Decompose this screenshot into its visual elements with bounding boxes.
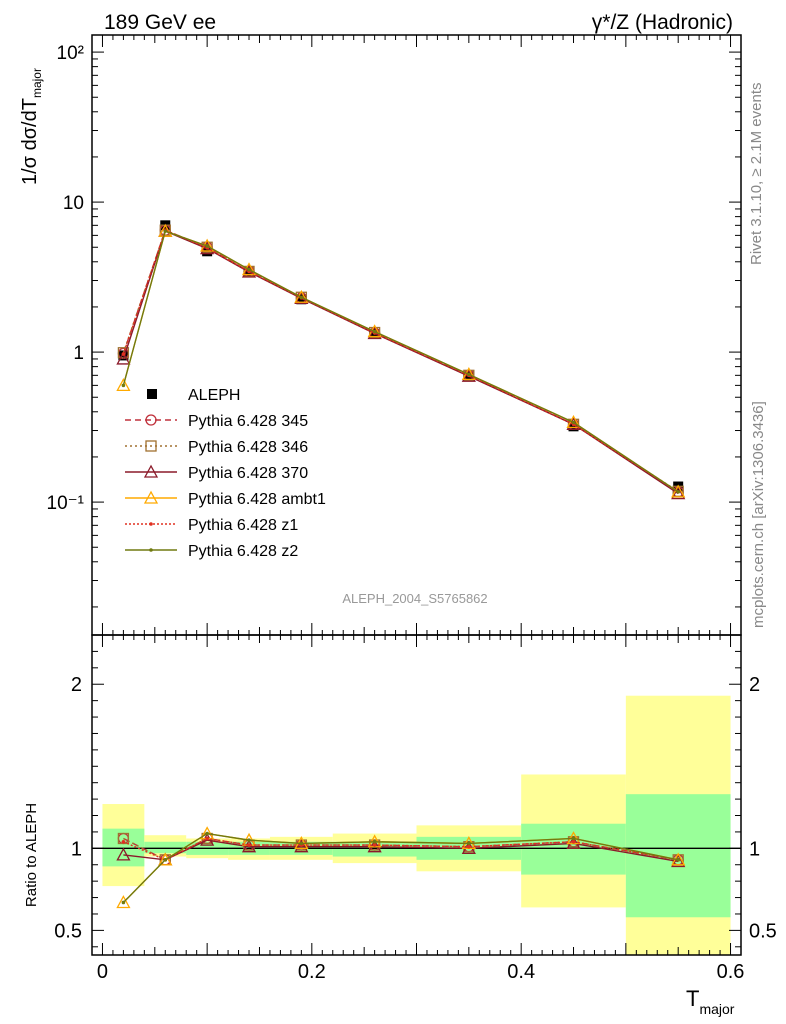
header-right-title: γ*/Z (Hadronic) [592,11,733,34]
ratio-y-tick-label-left: 0.5 [54,920,82,942]
ratio-series-marker [372,843,377,847]
legend-label: Pythia 6.428 345 [188,413,308,430]
main-plot-panel: 10⁻¹ 1 10 10² [47,34,742,636]
ratio-y-tick-label-right: 2 [749,674,760,696]
x-axis-label-sub: major [699,1001,734,1017]
ratio-series-marker [671,854,686,868]
top-series-marker [163,229,168,233]
ratio-series-marker [205,836,209,841]
legend-marker [143,464,159,478]
x-axis-label: Tmajor [686,986,735,1017]
top-y-tick-label: 1 [73,343,84,364]
ratio-series-marker [299,841,304,846]
ratio-series-marker [121,839,126,844]
ratio-series-marker [467,841,471,846]
x-tick-label: 0.4 [507,961,535,983]
top-series-marker [571,420,576,425]
ratio-series-marker [571,836,576,841]
top-series-marker [676,490,680,494]
watermark-label: ALEPH_2004_S5765862 [342,591,487,606]
ratio-series-marker [676,858,680,862]
ratio-band-inner [144,841,187,854]
ratio-series-marker [372,839,377,844]
top-ylabel-sub: major [30,68,44,98]
top-series-marker [671,486,686,500]
top-series-marker [116,378,131,392]
top-series-marker [294,289,309,303]
ratio-series-marker [158,852,173,866]
ratio-series-marker [467,844,471,849]
ratio-series-marker [163,858,168,862]
ratio-y-tick-label-right: 0.5 [749,920,777,942]
ratio-y-tick-label-left: 1 [71,838,82,860]
top-series-marker [566,415,581,429]
x-tick-label: 0.2 [298,961,326,983]
top-series-marker [205,244,209,248]
ratio-y-tick-label-right: 1 [749,838,760,860]
ratio-series-marker [116,895,131,909]
top-series-marker [671,484,686,498]
legend-marker [145,440,157,452]
legend-label: Pythia 6.428 z1 [188,517,298,534]
header-left-title: 189 GeV ee [104,11,216,34]
mcplots-side-label: mcplots.cern.ch [arXiv:1306.3436] [750,401,767,628]
x-axis-label-main: T [686,986,699,1011]
top-series-marker [372,329,377,334]
ratio-ylabel: Ratio to ALEPH [23,803,40,907]
top-y-tick-label: 10 [63,193,84,214]
ratio-series-marker [241,839,257,853]
top-series-marker [121,352,126,356]
rivet-side-label: Rivet 3.1.10, ≥ 2.1M events [748,83,765,266]
ratio-plot-panel: 0 0.2 0.4 0.60.5 0.51 12 2 [54,634,777,983]
ratio-band-inner [102,828,145,867]
legend-label: Pythia 6.428 ambt1 [188,491,326,508]
top-y-tick-label: 10² [57,43,84,64]
top-ylabel-main: 1/σ dσ/dT [19,98,41,185]
data-point [568,421,579,432]
legend-marker [143,490,159,504]
legend-marker [149,522,153,526]
ratio-series-marker [294,839,309,853]
top-series-marker [116,351,131,365]
x-tick-label: 0.6 [717,961,745,983]
legend-label: Pythia 6.428 z2 [188,543,298,560]
top-ylabel: 1/σ dσ/dTmajor [19,68,44,185]
ratio-series-marker [571,839,576,844]
legend-marker [147,389,157,399]
ratio-series-marker [205,831,209,836]
legend-label: Pythia 6.428 370 [188,465,308,482]
top-series-marker [121,383,126,388]
top-y-tick-label: 10⁻¹ [47,493,85,514]
legend-label: ALEPH [188,387,240,404]
legend-label: Pythia 6.428 346 [188,439,308,456]
ratio-y-tick-label-left: 2 [71,674,82,696]
legend: ALEPH Pythia 6.428 345 Pythia 6.428 346 Pyt… [125,387,326,560]
top-series-marker [247,267,251,272]
ratio-series-marker [121,900,126,905]
ratio-series-marker [247,843,251,847]
legend-marker [149,548,153,552]
ratio-series-marker [247,838,251,842]
top-series-marker [467,372,471,377]
legend-marker [145,414,157,426]
ratio-series-marker [116,847,131,861]
top-series-marker [158,223,173,237]
x-tick-label: 0 [97,961,108,983]
top-series-marker [299,295,304,300]
ratio-series-line [123,837,679,861]
